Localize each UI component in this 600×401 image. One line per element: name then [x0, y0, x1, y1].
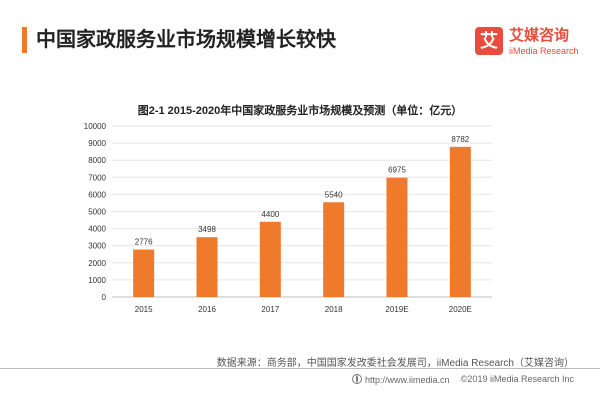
source-note: 数据来源：商务部，中国国家发改委社会发展司，iiMedia Research（艾…: [216, 358, 574, 369]
x-tick-label: 2017: [261, 305, 279, 314]
x-tick-label: 2019E: [385, 305, 408, 314]
bar: [133, 249, 155, 297]
data-label: 4400: [261, 210, 279, 219]
brand-subtitle: iiMedia Research: [509, 46, 579, 56]
data-label: 6975: [388, 166, 406, 175]
y-tick-label: 2000: [88, 259, 106, 268]
bar: [196, 237, 218, 297]
y-tick-label: 6000: [88, 190, 106, 199]
brand-logo-group: 艾 艾媒咨询 iiMedia Research: [475, 27, 585, 63]
y-tick-label: 1000: [88, 276, 106, 285]
x-tick-label: 2015: [135, 305, 153, 314]
chart-title: 图2-1 2015-2020年中国家政服务业市场规模及预测（单位：亿元）: [137, 105, 463, 117]
y-tick-label: 10000: [84, 122, 107, 131]
data-label: 3498: [198, 225, 216, 234]
globe-icon: [352, 374, 362, 384]
bar: [449, 146, 471, 297]
brand-name: 艾媒咨询: [509, 27, 570, 44]
footer-link[interactable]: http://www.iimedia.cn: [352, 374, 450, 385]
x-tick-label: 2020E: [449, 305, 472, 314]
x-tick-label: 2018: [325, 305, 343, 314]
y-tick-label: 0: [102, 293, 107, 302]
y-tick-label: 9000: [88, 139, 106, 148]
bar: [323, 202, 345, 297]
bar: [386, 177, 408, 297]
brand-logo-icon: 艾: [475, 27, 503, 55]
footer-copyright: ©2019 iiMedia Research Inc: [460, 374, 574, 384]
y-tick-label: 4000: [88, 225, 106, 234]
y-tick-label: 3000: [88, 242, 106, 251]
data-label: 2776: [135, 238, 153, 247]
data-label: 8782: [451, 135, 469, 144]
footer-divider: [0, 368, 600, 369]
x-tick-label: 2016: [198, 305, 216, 314]
y-tick-label: 8000: [88, 156, 106, 165]
header-accent-bar: [22, 27, 27, 53]
y-tick-label: 7000: [88, 173, 106, 182]
page-title: 中国家政服务业市场规模增长较快: [36, 29, 336, 51]
data-label: 5540: [325, 190, 343, 199]
bar: [259, 221, 281, 297]
y-tick-label: 5000: [88, 208, 106, 217]
footer-url-text: http://www.iimedia.cn: [365, 375, 450, 385]
